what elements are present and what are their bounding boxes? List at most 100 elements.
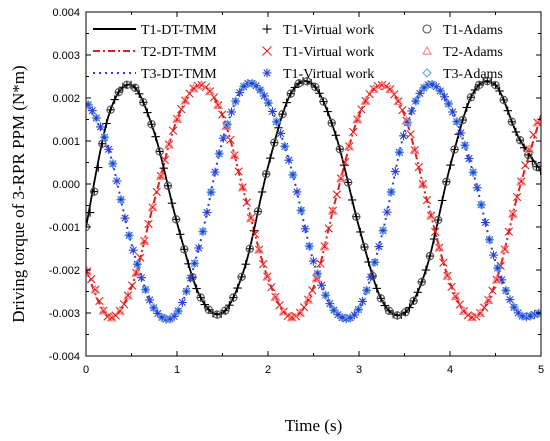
data-point-x	[439, 258, 448, 267]
data-point-plus	[175, 230, 185, 239]
data-point-x	[271, 292, 280, 302]
data-point-x-d2	[279, 307, 288, 316]
data-point-plus	[221, 306, 230, 315]
legend-marker-x-d2	[262, 46, 272, 56]
series-markers-x	[86, 80, 541, 322]
data-point-x-d2	[488, 286, 497, 295]
data-point-x-d2	[254, 245, 264, 254]
data-point-x	[349, 127, 358, 137]
data-point-triangle-shape	[196, 80, 207, 89]
data-point-triangle	[278, 306, 289, 316]
data-point-x-d2	[340, 158, 350, 167]
data-point-x	[463, 311, 473, 320]
data-point-asterisk-d2	[489, 251, 498, 259]
data-point-circle	[180, 245, 189, 254]
data-point-x	[418, 179, 428, 189]
data-point-diamond	[247, 78, 257, 88]
data-point-asterisk-d2	[449, 108, 457, 116]
data-point-circle	[393, 311, 402, 320]
data-point-x-d2	[332, 190, 342, 199]
data-point-diamond-shape	[190, 258, 200, 268]
data-point-diamond	[140, 285, 151, 295]
data-point-asterisk-d2	[457, 129, 465, 137]
data-point-circle	[155, 147, 164, 156]
data-point-x	[406, 130, 415, 139]
data-point-circle	[352, 212, 361, 221]
data-point-plus	[147, 120, 156, 129]
data-point-triangle	[467, 312, 477, 322]
data-point-plus	[180, 245, 189, 254]
data-point-asterisk-d2	[105, 145, 113, 153]
data-point-plus	[266, 153, 275, 163]
data-point-diamond	[91, 113, 101, 123]
data-point-asterisk-d2	[432, 82, 440, 91]
data-point-circle	[114, 87, 123, 97]
data-point-circle-ring	[180, 245, 189, 254]
data-point-asterisk	[390, 167, 400, 177]
data-point-plus	[135, 89, 144, 99]
data-point-plus	[372, 284, 381, 293]
data-point-asterisk-d2	[129, 246, 137, 254]
data-point-plus	[413, 288, 422, 297]
data-point-triangle-shape	[278, 306, 289, 316]
data-point-triangle	[114, 305, 125, 315]
data-point-x	[127, 281, 137, 290]
data-point-circle-ring	[417, 277, 426, 287]
data-point-triangle-shape	[336, 173, 346, 183]
data-point-diamond-shape	[140, 285, 151, 295]
data-point-triangle	[172, 113, 183, 123]
data-point-circle-ring	[171, 215, 181, 224]
data-point-plus	[302, 77, 312, 86]
data-point-x	[254, 245, 264, 254]
data-point-asterisk-d2	[186, 274, 195, 282]
data-point-triangle-shape	[98, 305, 109, 315]
data-point-plus	[339, 160, 349, 170]
data-point-diamond-shape	[337, 312, 347, 323]
data-point-diamond	[411, 96, 421, 106]
data-point-diamond	[329, 305, 339, 315]
data-point-triangle	[131, 267, 142, 277]
data-point-asterisk-d2	[154, 309, 162, 318]
data-point-diamond-shape	[91, 113, 101, 123]
data-point-x-d2	[443, 271, 452, 281]
data-point-plus	[429, 234, 439, 244]
data-point-circle-ring	[401, 308, 410, 317]
data-point-x	[508, 209, 518, 219]
data-point-circle-ring	[245, 244, 254, 253]
data-point-diamond-shape	[443, 99, 454, 109]
data-point-plus	[401, 308, 410, 317]
data-point-triangle	[229, 150, 240, 160]
data-point-diamond-shape	[312, 269, 323, 279]
data-point-plus	[331, 131, 340, 140]
data-point-x	[246, 213, 256, 223]
data-point-triangle	[344, 141, 355, 151]
data-point-asterisk-d2	[506, 296, 514, 304]
data-point-diamond-shape	[214, 149, 224, 159]
data-point-diamond	[501, 285, 511, 296]
data-point-plus	[143, 108, 152, 117]
data-point-triangle	[409, 145, 420, 154]
data-point-plus	[159, 163, 169, 173]
data-point-diamond	[509, 302, 519, 312]
data-point-triangle-shape	[86, 266, 93, 276]
data-point-circle	[98, 139, 107, 148]
data-point-plus	[511, 127, 521, 137]
data-point-triangle	[245, 213, 256, 222]
data-point-circle	[515, 135, 525, 145]
data-point-x-d2	[500, 245, 509, 254]
legend-marker-triangle	[422, 45, 432, 55]
data-point-plus	[204, 305, 214, 315]
data-point-x-d2	[361, 96, 370, 106]
data-point-x	[295, 308, 305, 318]
data-point-circle	[147, 120, 156, 129]
data-point-triangle	[516, 176, 527, 186]
data-point-x	[398, 105, 407, 115]
data-point-plus	[241, 260, 250, 269]
data-point-x-d2	[304, 295, 313, 304]
data-point-plus	[286, 89, 295, 98]
data-point-asterisk	[128, 245, 138, 255]
data-point-x	[357, 105, 366, 114]
data-point-plus	[499, 95, 508, 105]
data-point-x	[230, 151, 239, 160]
data-point-plus	[196, 293, 205, 302]
